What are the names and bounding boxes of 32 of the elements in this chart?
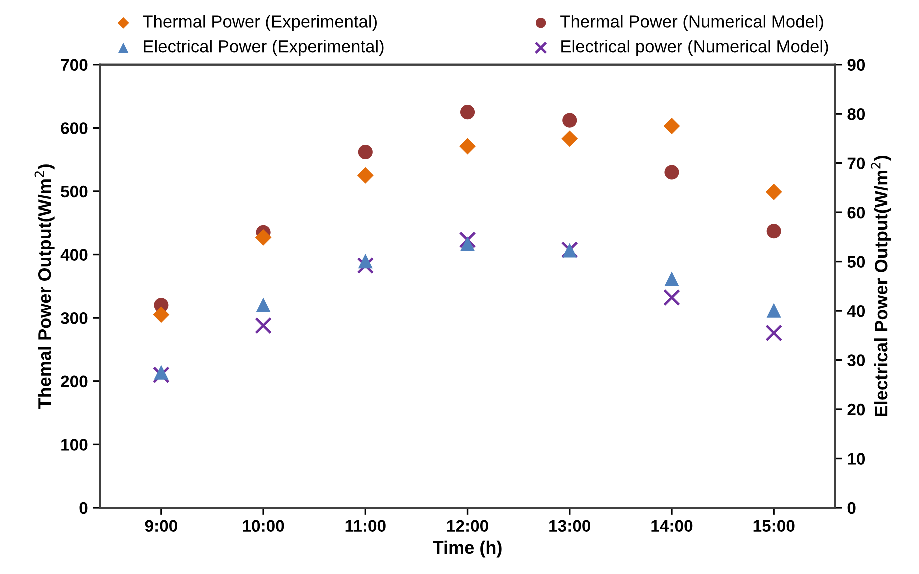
x-tick-label: 13:00 xyxy=(550,520,591,532)
legend-label: Electrical power (Numerical Model) xyxy=(562,40,828,56)
y2-tick-label: 50 xyxy=(848,256,866,268)
y-tick-label: 0 xyxy=(80,502,88,514)
y2-tick-label: 30 xyxy=(848,354,866,367)
y-tick-label: 300 xyxy=(60,312,88,324)
y2-tick-label: 40 xyxy=(847,305,866,318)
y-tick-label: 700 xyxy=(61,59,88,72)
y2-tick-label: 60 xyxy=(848,206,866,219)
y2-tick-label: 10 xyxy=(848,453,866,465)
y-tick-label: 500 xyxy=(61,186,88,198)
legend-label: Thermal Power (Experimental) xyxy=(143,15,377,32)
x-tick-label: 10:00 xyxy=(243,520,284,532)
x-tick-label: 14:00 xyxy=(652,520,693,532)
y-axis-title: Themal Power Output(W/m$^{2}$) xyxy=(34,164,55,409)
x-axis-title: Time (h) xyxy=(433,540,502,558)
x-tick-label: 11:00 xyxy=(346,520,386,532)
y2-tick-label: 90 xyxy=(848,59,866,72)
y-tick-label: 200 xyxy=(61,376,88,388)
y2-tick-label: 80 xyxy=(848,108,866,120)
x-tick-label: 9:00 xyxy=(145,520,178,532)
y2-tick-label: 20 xyxy=(848,404,866,416)
legend-label: Thermal Power (Numerical Model) xyxy=(560,15,824,32)
y2-tick-label: 0 xyxy=(848,502,856,514)
y2-axis-title: Electrical Power Output(W/m$^{2}$) xyxy=(871,156,892,416)
y2-tick-label: 70 xyxy=(848,158,866,170)
x-tick-label: 12:00 xyxy=(448,520,488,532)
legend-label: Electrical Power (Experimental) xyxy=(144,40,384,56)
y-tick-label: 400 xyxy=(60,249,88,261)
y-tick-label: 100 xyxy=(62,439,88,451)
y-tick-label: 600 xyxy=(61,122,88,134)
x-tick-label: 15:00 xyxy=(754,520,795,532)
